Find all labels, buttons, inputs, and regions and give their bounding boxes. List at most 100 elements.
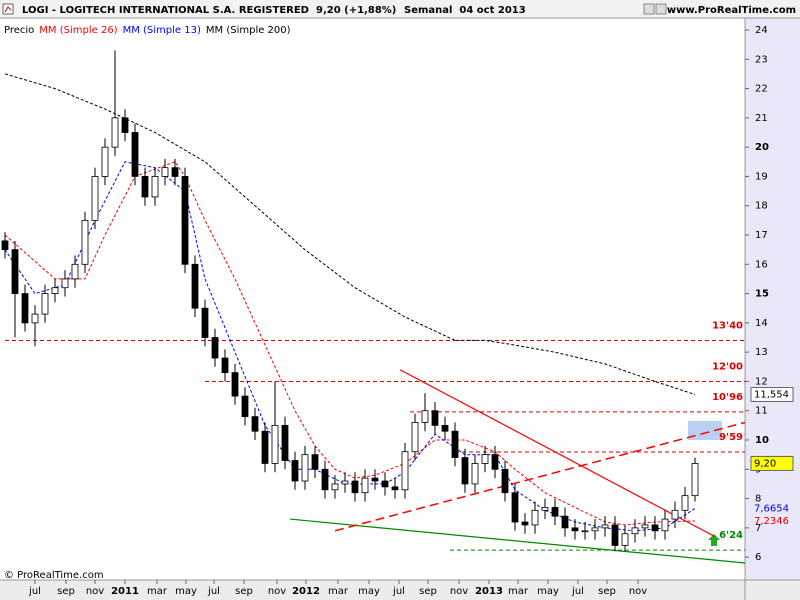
candle-body xyxy=(251,416,259,432)
candle-body xyxy=(331,483,339,491)
price-tag xyxy=(750,455,794,471)
candle-body xyxy=(71,263,79,280)
candle-body xyxy=(341,480,349,485)
y-tick-label: 7 xyxy=(755,523,761,534)
y-tick-label: 15 xyxy=(755,289,769,300)
x-tick-label: sep xyxy=(235,586,253,597)
level-label: 13'40 xyxy=(712,320,743,331)
candle-body xyxy=(521,521,529,526)
x-tick-label: mar xyxy=(328,586,349,597)
x-tick-label: may xyxy=(537,586,559,597)
y-tick-label: 16 xyxy=(755,259,768,270)
x-tick-label: jul xyxy=(28,586,41,597)
period: Semanal 04 oct 2013 xyxy=(404,5,526,16)
candle-body xyxy=(511,492,519,523)
legend-label: Precio xyxy=(4,25,34,36)
candle-body xyxy=(671,509,679,520)
header-bar xyxy=(0,0,800,18)
x-tick-label: nov xyxy=(268,586,286,597)
candle-body xyxy=(591,527,599,532)
y-tick-label: 10 xyxy=(755,435,769,446)
trendline xyxy=(289,518,745,564)
candle-body xyxy=(651,524,659,532)
level-label: 12'00 xyxy=(712,361,743,372)
candle-body xyxy=(41,293,49,315)
candle-body xyxy=(291,460,299,482)
candle-body xyxy=(561,515,569,529)
y-axis-panel xyxy=(745,18,800,580)
x-tick-label: may xyxy=(175,586,197,597)
candle-body xyxy=(61,278,69,289)
candle-body xyxy=(531,509,539,526)
candle-body xyxy=(541,506,549,511)
x-tick-label: nov xyxy=(450,586,468,597)
candle-body xyxy=(351,480,359,494)
level-label: 9'59 xyxy=(719,432,743,443)
price-tag-label: 11,554 xyxy=(754,390,789,401)
candle-body xyxy=(281,424,289,461)
x-tick-label: 2013 xyxy=(475,586,503,597)
moving-average xyxy=(4,161,696,526)
candle-body xyxy=(131,132,139,177)
x-axis-panel xyxy=(0,580,800,600)
legend-label: MM (Simple 26) xyxy=(39,25,117,36)
candle-body xyxy=(401,451,409,491)
trendline xyxy=(399,369,716,538)
candle-body xyxy=(31,313,39,324)
candle-body xyxy=(81,219,89,265)
y-tick-label: 20 xyxy=(755,142,769,153)
candle-body xyxy=(111,117,119,148)
price-tag-label: 7,6654 xyxy=(754,503,789,514)
x-tick-label: jul xyxy=(571,586,584,597)
candle-body xyxy=(241,395,249,417)
candle-body xyxy=(551,506,559,517)
legend-label: MM (Simple 13) xyxy=(123,25,201,36)
y-tick-label: 18 xyxy=(755,201,768,212)
candle-body xyxy=(691,463,699,497)
footer: © ProRealTime.com xyxy=(4,570,104,581)
window-buttons[interactable] xyxy=(643,3,667,15)
x-tick-label: may xyxy=(358,586,380,597)
candle-body xyxy=(311,454,319,470)
y-tick-label: 12 xyxy=(755,376,768,387)
candle-body xyxy=(321,468,329,491)
candle-body xyxy=(211,337,219,359)
chart-title: LOGI - LOGITECH INTERNATIONAL S.A. REGIS… xyxy=(22,5,309,16)
candle-body xyxy=(121,117,129,133)
candle-body xyxy=(371,477,379,482)
legend: Precio MM (Simple 26) MM (Simple 13) MM (Si… xyxy=(4,25,291,36)
x-tick-label: sep xyxy=(598,586,616,597)
candle-body xyxy=(271,424,279,464)
x-tick-label: nov xyxy=(86,586,104,597)
candle-body xyxy=(191,263,199,309)
candle-body xyxy=(221,357,229,374)
x-tick-label: sep xyxy=(57,586,75,597)
candle-body xyxy=(581,530,589,533)
candle-body xyxy=(481,454,489,464)
candle-body xyxy=(421,410,429,423)
x-tick-label: nov xyxy=(629,586,647,597)
candle-body xyxy=(91,176,99,221)
x-tick-label: sep xyxy=(419,586,437,597)
candle-body xyxy=(491,454,499,470)
y-tick-label: 21 xyxy=(755,113,768,124)
y-tick-label: 14 xyxy=(755,318,768,329)
y-tick-label: 23 xyxy=(755,54,768,65)
x-tick-label: jul xyxy=(392,586,405,597)
candle-body xyxy=(1,240,9,251)
candle-body xyxy=(181,176,189,265)
candle-body xyxy=(361,477,369,494)
candle-body xyxy=(681,495,689,511)
candle-body xyxy=(631,527,639,535)
level-label: 10'96 xyxy=(712,392,743,403)
legend-label: MM (Simple 200) xyxy=(206,25,291,36)
x-tick-label: mar xyxy=(508,586,529,597)
candle-body xyxy=(441,424,449,432)
header-icon xyxy=(2,3,14,15)
y-tick-label: 24 xyxy=(755,25,768,36)
trendline xyxy=(334,421,745,532)
source: www.ProRealTime.com xyxy=(667,5,796,16)
x-tick-label: mar xyxy=(147,586,168,597)
